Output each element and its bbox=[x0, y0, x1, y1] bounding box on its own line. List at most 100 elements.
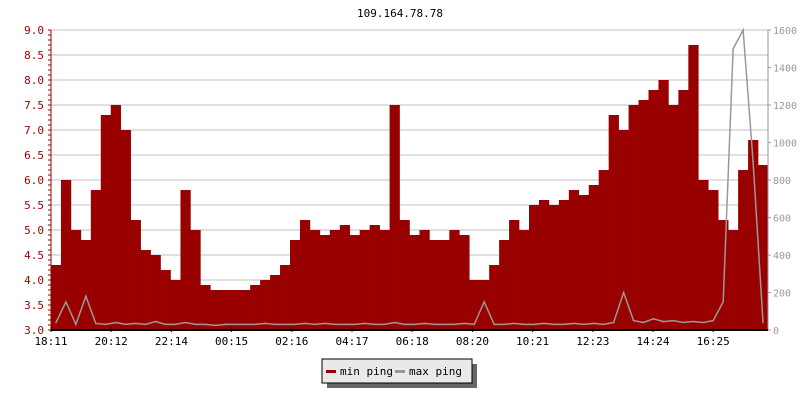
max-ping-point bbox=[493, 323, 495, 326]
y2-tick-label: 200 bbox=[773, 289, 791, 300]
x-tick-label: 20:12 bbox=[95, 335, 128, 348]
y2-tick-label: 800 bbox=[773, 176, 791, 187]
x-tick-label: 18:11 bbox=[34, 335, 67, 348]
min-ping-bar bbox=[558, 200, 570, 330]
max-ping-point bbox=[523, 323, 525, 326]
min-ping-bar bbox=[290, 240, 301, 330]
min-ping-bar bbox=[260, 280, 271, 330]
x-tick-label: 16:25 bbox=[697, 335, 730, 348]
min-ping-bar bbox=[489, 265, 500, 330]
min-ping-bar bbox=[230, 290, 241, 330]
min-ping-bar bbox=[568, 190, 580, 330]
max-ping-point bbox=[144, 323, 147, 326]
max-ping-point bbox=[363, 322, 366, 325]
min-ping-bar bbox=[339, 225, 351, 330]
max-ping-point bbox=[254, 323, 256, 326]
min-ping-bar bbox=[449, 230, 460, 330]
legend-label-min-ping: min ping bbox=[340, 365, 393, 378]
min-ping-bar bbox=[548, 205, 560, 330]
min-ping-bar bbox=[429, 240, 440, 330]
y-tick-label: 5.0 bbox=[24, 224, 44, 237]
x-tick-label: 22:14 bbox=[155, 335, 188, 348]
min-ping-bar bbox=[349, 235, 361, 330]
min-ping-bar bbox=[280, 265, 291, 330]
legend-swatch-max-ping bbox=[395, 370, 405, 373]
min-ping-bar bbox=[140, 250, 151, 330]
y2-tick-label: 1200 bbox=[773, 101, 797, 112]
x-tick-label: 08:20 bbox=[456, 335, 489, 348]
max-ping-point bbox=[513, 322, 515, 325]
max-ping-point bbox=[334, 323, 336, 326]
max-ping-point bbox=[393, 321, 396, 324]
max-ping-point bbox=[722, 301, 724, 303]
max-ping-point bbox=[274, 323, 276, 326]
y-tick-label: 3.0 bbox=[24, 324, 44, 337]
max-ping-point bbox=[483, 301, 485, 303]
min-ping-bar bbox=[499, 240, 510, 330]
min-ping-bar bbox=[688, 45, 699, 330]
max-ping-point bbox=[582, 323, 585, 326]
y-tick-label: 8.0 bbox=[24, 74, 44, 87]
min-ping-bar bbox=[758, 165, 769, 330]
min-ping-bar bbox=[309, 230, 321, 330]
max-ping-point bbox=[104, 323, 107, 326]
y2-tick-label: 600 bbox=[773, 214, 791, 225]
max-ping-point bbox=[682, 321, 685, 324]
max-ping-point bbox=[55, 321, 57, 324]
max-ping-point bbox=[234, 323, 237, 326]
min-ping-bar bbox=[210, 290, 221, 330]
max-ping-point bbox=[134, 322, 137, 325]
min-ping-bar bbox=[479, 280, 490, 330]
max-ping-point bbox=[652, 317, 655, 320]
legend-label-max-ping: max ping bbox=[409, 365, 462, 378]
min-ping-bar bbox=[80, 240, 92, 330]
max-ping-point bbox=[353, 323, 356, 326]
max-ping-point bbox=[383, 323, 386, 326]
min-ping-bar bbox=[698, 180, 709, 330]
min-ping-bar bbox=[319, 235, 331, 330]
x-tick-label: 14:24 bbox=[636, 335, 669, 348]
x-tick-label: 00:15 bbox=[215, 335, 248, 348]
max-ping-point bbox=[433, 323, 436, 326]
max-ping-point bbox=[324, 322, 326, 325]
min-ping-bar bbox=[728, 230, 739, 330]
max-ping-point bbox=[563, 323, 565, 326]
min-ping-bar bbox=[170, 280, 181, 330]
max-ping-point bbox=[214, 324, 217, 327]
max-ping-point bbox=[114, 321, 117, 324]
max-ping-point bbox=[692, 320, 695, 323]
max-ping-point bbox=[124, 323, 127, 326]
max-ping-point bbox=[503, 323, 505, 326]
max-ping-point bbox=[95, 322, 97, 325]
y-tick-label: 7.5 bbox=[24, 99, 44, 112]
min-ping-bar bbox=[150, 255, 161, 330]
x-tick-label: 06:18 bbox=[396, 335, 429, 348]
min-ping-bar bbox=[638, 100, 649, 330]
min-ping-bar bbox=[180, 190, 191, 330]
min-ping-bar bbox=[130, 220, 141, 330]
max-ping-point bbox=[443, 323, 446, 326]
min-ping-bar bbox=[389, 105, 400, 330]
min-ping-bar bbox=[51, 265, 62, 330]
max-ping-point bbox=[642, 321, 645, 324]
y2-tick-label: 400 bbox=[773, 251, 791, 262]
y-tick-label: 4.0 bbox=[24, 274, 44, 287]
max-ping-point bbox=[752, 160, 754, 163]
min-ping-bar bbox=[60, 180, 72, 330]
max-ping-point bbox=[164, 323, 167, 326]
min-ping-bar bbox=[628, 105, 639, 330]
y-tick-label: 4.5 bbox=[24, 249, 44, 262]
min-ping-bar bbox=[598, 170, 609, 330]
y2-tick-label: 1000 bbox=[773, 139, 797, 150]
max-ping-point bbox=[602, 323, 605, 326]
y-tick-label: 6.5 bbox=[24, 149, 44, 162]
min-ping-bar bbox=[588, 185, 600, 330]
max-ping-point bbox=[244, 323, 246, 326]
max-ping-point bbox=[284, 323, 286, 326]
y-tick-label: 3.5 bbox=[24, 299, 44, 312]
max-ping-point bbox=[194, 323, 197, 326]
max-ping-point bbox=[762, 321, 764, 324]
y2-tick-label: 1400 bbox=[773, 64, 797, 75]
